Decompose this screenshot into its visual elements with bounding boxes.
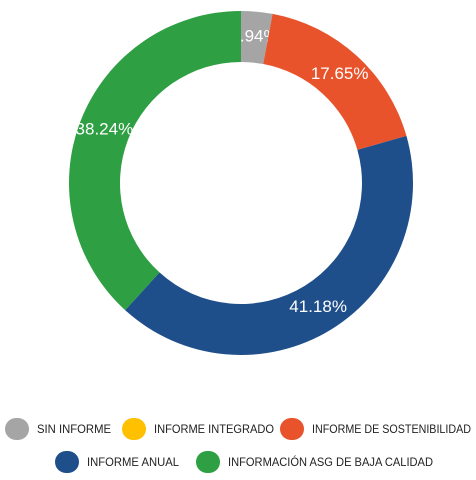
donut-slice xyxy=(69,11,241,311)
legend-swatch xyxy=(5,418,29,440)
value-label: 17.65% xyxy=(311,64,369,83)
donut-slice xyxy=(241,11,273,65)
legend-label: INFORME INTEGRADO xyxy=(154,422,274,436)
donut-slice xyxy=(125,135,413,356)
value-label: 38.24% xyxy=(76,120,134,139)
value-label: 41.18% xyxy=(289,297,347,316)
legend-swatch xyxy=(280,418,304,440)
legend-swatch xyxy=(55,451,79,473)
legend-label: SIN INFORME xyxy=(37,422,111,436)
legend-label: INFORMACIÓN ASG DE BAJA CALIDAD xyxy=(228,454,433,469)
donut-slice xyxy=(263,13,407,150)
legend-swatch xyxy=(122,418,146,440)
legend-label: INFORME ANUAL xyxy=(87,455,179,469)
legend-label: INFORME DE SOSTENIBILIDAD xyxy=(312,422,471,436)
value-label: 2.94% xyxy=(230,27,278,46)
legend-swatch xyxy=(196,451,220,473)
